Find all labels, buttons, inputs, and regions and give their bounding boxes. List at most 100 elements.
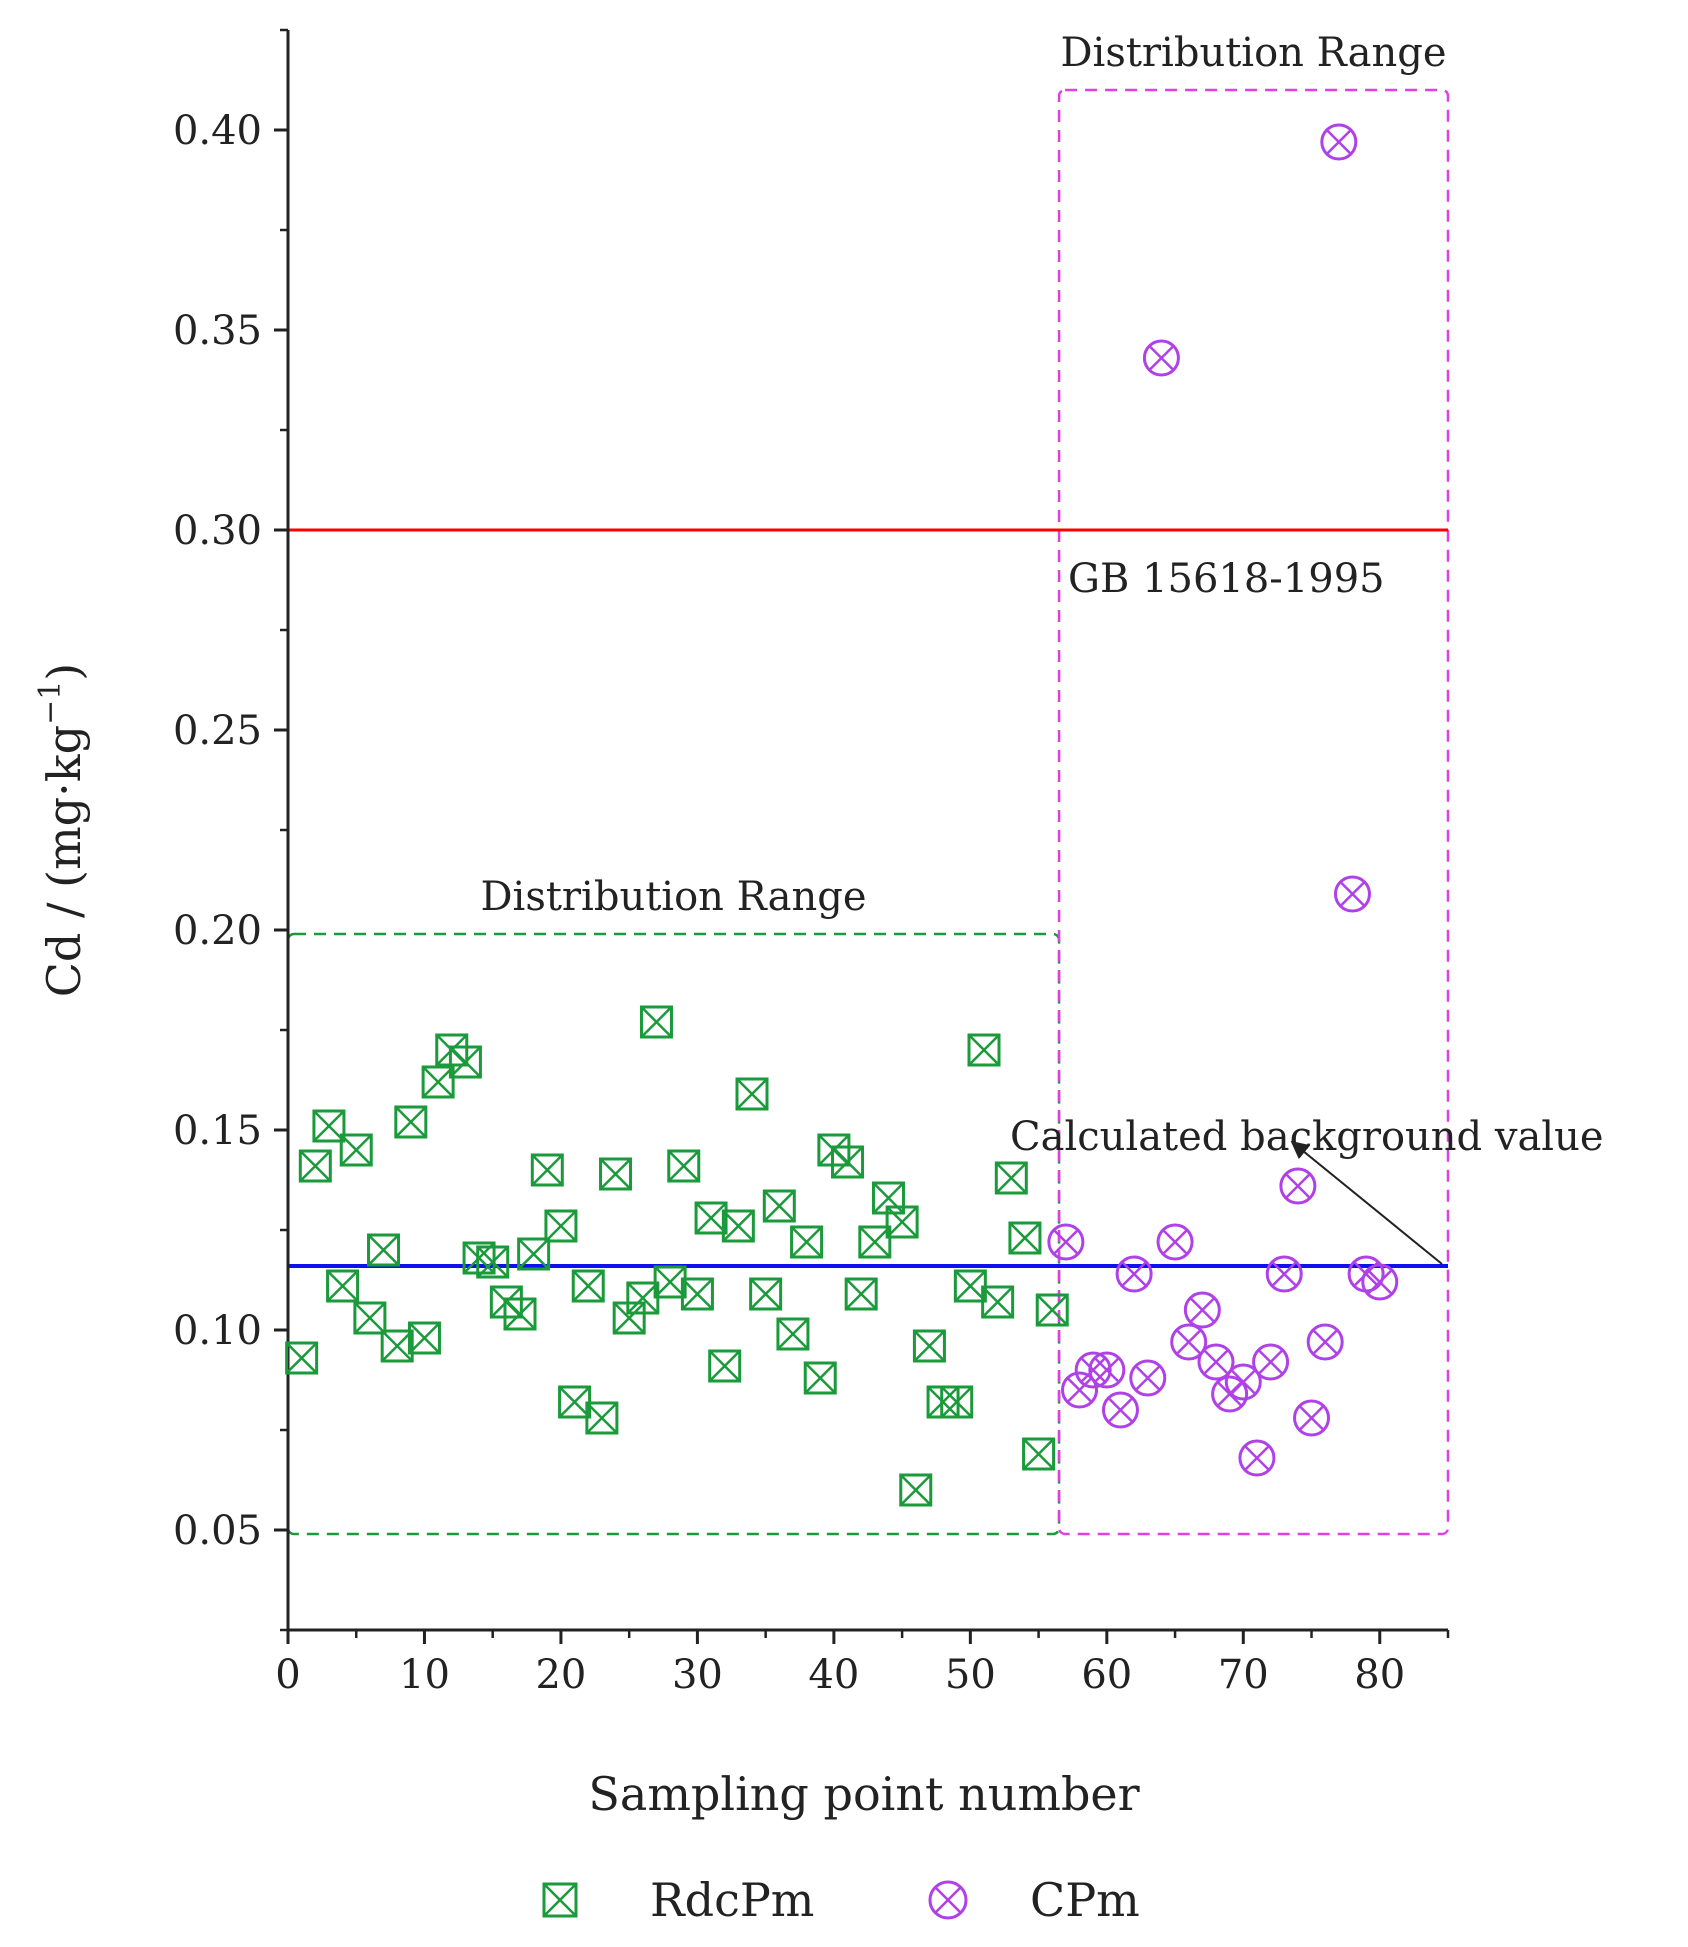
y-tick-label: 0.40: [173, 108, 262, 154]
marker-circle: [1142, 339, 1180, 377]
y-tick-label: 0.15: [173, 1108, 262, 1154]
marker-cross-b: [708, 1350, 741, 1382]
marker-cross-b: [1366, 1269, 1393, 1295]
rdcpm-point: [571, 1269, 605, 1303]
marker-cross-b: [934, 1886, 962, 1914]
rdcpm-point: [639, 1005, 673, 1039]
cpm-point: [1115, 1255, 1153, 1293]
cpm-point: [1101, 1391, 1139, 1429]
rdcpm-point: [735, 1077, 769, 1111]
marker-cross-b: [1257, 1349, 1284, 1375]
cpm-point: [1252, 1343, 1290, 1381]
rdcpm-point: [517, 1237, 551, 1271]
rdcpm-point: [653, 1265, 687, 1299]
marker-square: [407, 1321, 441, 1355]
marker-cross-b: [367, 1234, 400, 1266]
marker-cross-b: [1093, 1357, 1120, 1383]
legend-cpm-label: CPm: [1030, 1873, 1140, 1927]
marker-square: [599, 1157, 633, 1191]
marker-square: [708, 1349, 742, 1383]
marker-cross-b: [517, 1238, 550, 1270]
marker-cross-b: [872, 1182, 905, 1214]
rdcpm-point: [312, 1109, 346, 1143]
y-tick-label: 0.35: [173, 308, 262, 354]
marker-cross-b: [1107, 1397, 1134, 1423]
rdcpm-range-box: [286, 932, 1061, 1536]
marker-circle: [1197, 1343, 1235, 1381]
y-tick-label: 0.25: [173, 708, 262, 754]
marker-square: [585, 1401, 619, 1435]
marker-square: [844, 1277, 878, 1311]
marker-square: [339, 1133, 373, 1167]
rdcpm-point: [994, 1161, 1028, 1195]
marker-cross-b: [968, 1034, 1000, 1066]
marker-circle: [1265, 1255, 1303, 1293]
marker-cross-b: [763, 1190, 796, 1222]
marker-cross-b: [667, 1150, 700, 1182]
marker-cross-b: [995, 1162, 1028, 1194]
rdcpm-point: [339, 1133, 373, 1167]
marker-cross-b: [545, 1210, 577, 1242]
marker-circle: [1238, 1439, 1276, 1477]
cpm-range-box: [1057, 88, 1450, 1536]
rdcpm-point: [353, 1301, 387, 1335]
rdcpm-point: [803, 1361, 837, 1395]
cpm-point: [1183, 1291, 1221, 1329]
x-tick-label: 50: [945, 1652, 996, 1698]
marker-square: [1035, 1293, 1069, 1327]
legend-rdcpm-label: RdcPm: [650, 1873, 814, 1927]
marker-square: [899, 1473, 933, 1507]
marker-square: [353, 1301, 387, 1335]
marker-cross-b: [476, 1246, 509, 1278]
marker-cross-b: [1052, 1229, 1079, 1255]
marker-square: [530, 1153, 564, 1187]
rdcpm-range-label: Distribution Range: [480, 874, 866, 920]
marker-cross-b: [1189, 1297, 1216, 1323]
marker-cross-b: [1271, 1261, 1298, 1287]
marker-cross-b: [845, 1278, 878, 1310]
cpm-point: [1088, 1351, 1126, 1389]
marker-circle: [928, 1880, 968, 1920]
marker-cross-b: [695, 1202, 727, 1234]
marker-square: [421, 1065, 455, 1099]
marker-circle: [1047, 1223, 1085, 1261]
rdcpm-point: [1022, 1437, 1056, 1471]
marker-square: [912, 1329, 946, 1363]
marker-square: [476, 1245, 510, 1279]
distribution-ranges: [286, 88, 1450, 1536]
legend-rdcpm-marker: [542, 1882, 578, 1918]
marker-cross-b: [1203, 1349, 1229, 1375]
marker-circle: [1170, 1323, 1208, 1361]
marker-cross-b: [1244, 1445, 1270, 1471]
rdcpm-point: [844, 1277, 878, 1311]
marker-cross-b: [981, 1286, 1014, 1318]
marker-cross-b: [394, 1106, 427, 1138]
marker-square: [981, 1285, 1015, 1319]
marker-circle: [1320, 123, 1358, 161]
y-axis-title-close: ): [37, 663, 91, 681]
rdcpm-point: [749, 1277, 783, 1311]
marker-cross-b: [777, 1318, 809, 1350]
marker-circle: [1074, 1351, 1112, 1389]
rdcpm-point: [858, 1225, 892, 1259]
marker-cross-b: [449, 1046, 482, 1078]
rdcpm-point: [967, 1033, 1001, 1067]
marker-cross-b: [886, 1206, 919, 1238]
marker-square: [312, 1109, 346, 1143]
rdcpm-point: [721, 1209, 755, 1243]
marker-cross-b: [1080, 1357, 1107, 1383]
x-tick-label: 60: [1081, 1652, 1132, 1698]
marker-cross-b: [899, 1474, 932, 1506]
marker-square: [380, 1329, 414, 1363]
cpm-point: [1361, 1263, 1399, 1301]
marker-square: [639, 1005, 673, 1039]
x-tick-label: 80: [1354, 1652, 1405, 1698]
marker-cross-b: [585, 1402, 618, 1434]
marker-square: [831, 1145, 865, 1179]
marker-square: [749, 1277, 783, 1311]
marker-cross-b: [858, 1226, 891, 1258]
marker-cross-b: [313, 1110, 345, 1142]
cpm-point: [1224, 1363, 1262, 1401]
rdcpm-point: [708, 1349, 742, 1383]
